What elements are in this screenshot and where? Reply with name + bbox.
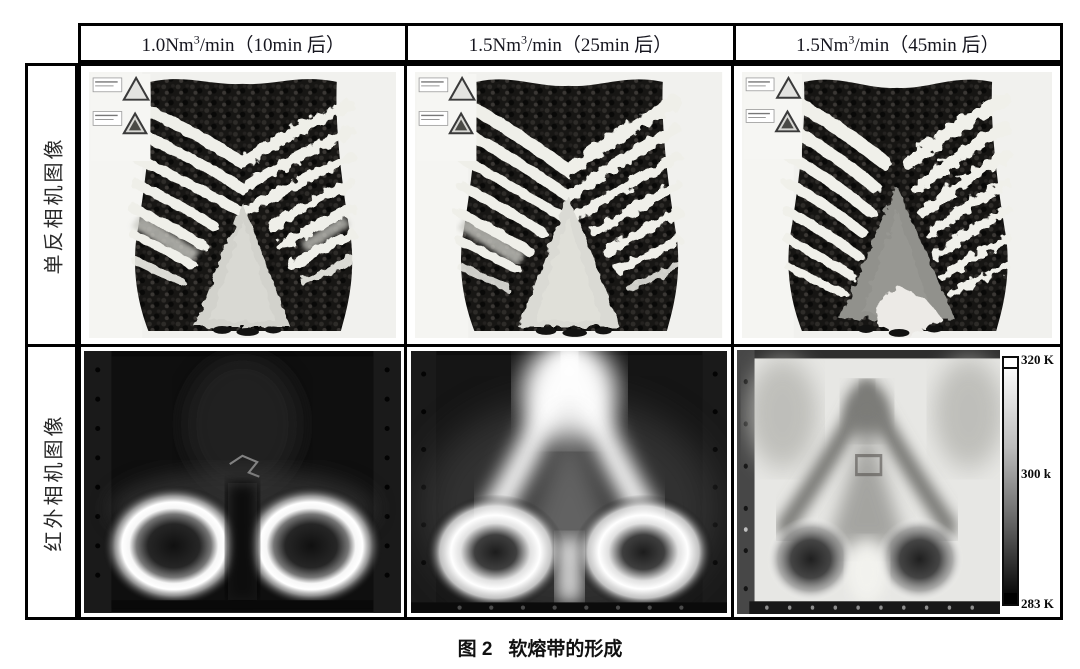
colorbar-bottom-cap: [1004, 593, 1017, 604]
cell-ir-3: 320 K 300 k 283 K: [733, 347, 1060, 617]
figure-caption: 图 2 软熔带的形成: [0, 634, 1080, 661]
cell-dslr-3: [733, 66, 1060, 347]
header-row: 1.0Nm3/min（10min 后） 1.5Nm3/min（25min 后） …: [78, 23, 1063, 63]
colorbar-label-max: 320 K: [1021, 352, 1054, 367]
header-text: 1.5Nm3/min（45min 后）: [796, 32, 1000, 56]
row-label-text: 红外相机图像: [43, 413, 65, 551]
warning-stickers: [417, 73, 477, 161]
header-text: 1.5Nm3/min（25min 后）: [468, 32, 673, 56]
ir-image-2: [410, 351, 728, 613]
ir-image-3: [736, 350, 1000, 614]
warning-stickers: [743, 73, 802, 159]
warning-stickers: [91, 73, 151, 161]
row-label-infrared: 红外相机图像: [28, 347, 75, 617]
ir-image-1: [84, 351, 402, 613]
colorbar-label-mid: 300 k: [1021, 466, 1051, 482]
cell-dslr-2: [407, 66, 734, 347]
col-header-1: 1.0Nm3/min（10min 后）: [81, 26, 409, 60]
figure-title: 软熔带的形成: [508, 639, 623, 660]
colorbar-scale: [1004, 369, 1017, 593]
colorbar-top-cap: [1004, 358, 1017, 369]
cell-dslr-1: [81, 66, 408, 347]
image-grid: 320 K 300 k 283 K: [78, 63, 1063, 620]
colorbar-gradient: [1002, 356, 1019, 606]
colorbar-label-min: 283 K: [1021, 596, 1054, 611]
temperature-colorbar: 320 K 300 k 283 K: [1000, 350, 1057, 614]
dslr-photo-2: [415, 71, 723, 339]
header-text: 1.0Nm3/min（10min 后）: [141, 32, 345, 56]
row-label-text: 单反相机图像: [43, 136, 65, 274]
figure-number: 图 2: [457, 639, 493, 660]
col-header-2: 1.5Nm3/min（25min 后）: [408, 26, 736, 60]
dslr-photo-1: [89, 71, 397, 339]
dslr-photo-3: [741, 71, 1052, 339]
cell-ir-2: [407, 347, 734, 617]
col-header-3: 1.5Nm3/min（45min 后）: [736, 26, 1060, 60]
cell-ir-1: [81, 347, 408, 617]
row-label-column: 单反相机图像 红外相机图像: [25, 63, 78, 620]
row-label-dslr: 单反相机图像: [28, 66, 75, 347]
